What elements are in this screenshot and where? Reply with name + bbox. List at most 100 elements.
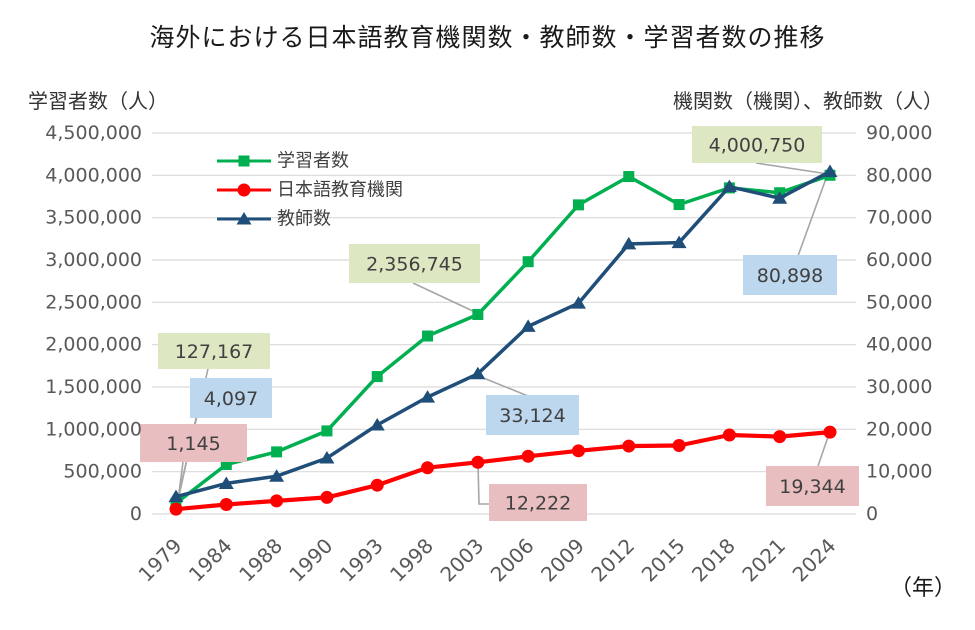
data-point-institutions-2009 (571, 444, 585, 458)
annotation-value-institutions-2024: 19,344 (779, 476, 845, 498)
x-axis-label-2024: 2024 (788, 534, 841, 587)
annotation-box-learners-2024 (692, 126, 822, 163)
data-point-learners-2006 (522, 256, 534, 268)
annotation-leader-line (755, 162, 829, 175)
left-axis-tick-4,000,000: 4,000,000 (45, 164, 142, 186)
x-axis-label-1988: 1988 (234, 534, 287, 587)
x-axis-label-2015: 2015 (637, 534, 690, 587)
legend-marker-institutions (237, 183, 251, 197)
right-axis-tick-10,000: 10,000 (866, 461, 932, 483)
right-axis-tick-30,000: 30,000 (866, 376, 932, 398)
data-point-teachers-2018 (721, 179, 737, 193)
legend-marker-teachers (236, 212, 252, 225)
series-line-institutions (175, 430, 831, 512)
annotation-value-institutions-2003: 12,222 (505, 493, 571, 515)
data-point-learners-2015 (673, 199, 685, 211)
right-axis-tick-80,000: 80,000 (866, 164, 932, 186)
annotation-box-institutions-2003 (489, 484, 587, 521)
data-point-institutions-1979 (169, 502, 183, 516)
legend-marker-learners (238, 155, 250, 167)
x-axis-label-1990: 1990 (284, 534, 337, 587)
left-axis-tick-3,500,000: 3,500,000 (45, 207, 142, 229)
annotation-box-learners-2003 (349, 244, 480, 283)
left-axis-tick-3,000,000: 3,000,000 (45, 249, 142, 271)
annotation-box-teachers-1979 (190, 378, 272, 418)
annotation-box-learners-1979 (158, 333, 270, 369)
left-axis-tick-1,000,000: 1,000,000 (45, 418, 142, 440)
data-point-teachers-1990 (319, 451, 335, 464)
annotation-value-learners-1979: 127,167 (175, 341, 254, 363)
data-point-institutions-2024 (823, 425, 837, 439)
data-point-learners-1984 (220, 458, 232, 470)
data-point-teachers-1984 (218, 476, 234, 489)
x-axis-label-1998: 1998 (385, 534, 438, 587)
legend-label-institutions: 日本語教育機関 (277, 180, 403, 201)
right-axis-tick-60,000: 60,000 (866, 249, 932, 271)
x-axis-unit-label: （年） (890, 576, 957, 601)
right-axis-tick-40,000: 40,000 (866, 334, 932, 356)
left-axis-tick-500,000: 500,000 (63, 461, 142, 483)
x-axis-label-2018: 2018 (687, 534, 740, 587)
right-axis-tick-70,000: 70,000 (866, 207, 932, 229)
right-axis-tick-0: 0 (866, 503, 878, 525)
x-axis-label-2012: 2012 (586, 534, 639, 587)
data-point-teachers-1993 (369, 417, 385, 431)
legend-label-learners: 学習者数 (277, 151, 349, 172)
data-point-teachers-1988 (269, 469, 285, 482)
x-axis-label-2009: 2009 (536, 534, 589, 587)
left-axis-tick-2,500,000: 2,500,000 (45, 291, 142, 313)
data-point-teachers-1979 (168, 489, 184, 503)
data-point-institutions-2003 (471, 455, 485, 469)
data-point-learners-1998 (422, 330, 434, 342)
annotation-value-learners-2024: 4,000,750 (709, 135, 806, 157)
data-point-learners-2003 (472, 308, 484, 320)
legend-label-teachers: 教師数 (277, 209, 331, 230)
data-point-institutions-2015 (672, 439, 686, 453)
x-axis-label-1979: 1979 (134, 534, 187, 587)
data-point-institutions-2006 (521, 449, 535, 463)
right-axis-tick-90,000: 90,000 (866, 122, 932, 144)
annotation-box-institutions-1979 (140, 424, 247, 462)
data-point-institutions-1990 (320, 490, 334, 504)
chart-title: 海外における日本語教育機関数・教師数・学習者数の推移 (149, 23, 826, 52)
x-axis-label-2003: 2003 (435, 534, 488, 587)
right-axis-title: 機関数（機関）、教師数（人） (673, 89, 943, 113)
data-point-learners-2012 (623, 171, 635, 183)
data-point-institutions-1988 (270, 494, 284, 508)
series-line-teachers (175, 169, 831, 499)
annotation-box-teachers-2024 (743, 255, 837, 295)
data-point-teachers-2021 (772, 191, 788, 204)
data-point-institutions-1993 (370, 478, 384, 492)
annotation-value-teachers-2024: 80,898 (757, 265, 823, 287)
data-point-teachers-2009 (570, 296, 586, 309)
annotation-box-teachers-2003 (486, 395, 579, 435)
data-point-learners-2009 (572, 199, 584, 211)
right-axis-tick-50,000: 50,000 (866, 291, 932, 313)
x-axis-label-2006: 2006 (486, 534, 539, 587)
data-point-institutions-2018 (722, 428, 736, 442)
data-point-teachers-2015 (671, 235, 687, 249)
data-point-learners-1993 (371, 371, 383, 383)
data-point-teachers-2024 (822, 164, 838, 178)
annotation-value-teachers-1979: 4,097 (204, 388, 258, 410)
annotation-value-institutions-1979: 1,145 (166, 433, 220, 455)
data-point-learners-1988 (271, 446, 283, 458)
x-axis-label-1993: 1993 (335, 534, 388, 587)
annotation-value-learners-2003: 2,356,745 (366, 254, 463, 276)
left-axis-title: 学習者数（人） (28, 89, 168, 113)
left-axis-tick-0: 0 (130, 503, 142, 525)
series-line-learners (174, 173, 831, 505)
data-point-institutions-2012 (622, 439, 636, 453)
annotation-leader-line (477, 462, 490, 505)
x-axis-label-2021: 2021 (737, 534, 790, 587)
annotation-leader-line (480, 376, 529, 397)
right-axis-tick-20,000: 20,000 (866, 418, 932, 440)
data-point-institutions-2021 (773, 430, 787, 444)
x-axis-label-1984: 1984 (184, 534, 237, 587)
data-point-institutions-1984 (219, 497, 233, 511)
data-point-teachers-2012 (621, 236, 637, 250)
annotation-leader-line (817, 433, 830, 467)
data-point-teachers-1998 (420, 390, 436, 403)
annotation-leader-line (797, 172, 829, 257)
